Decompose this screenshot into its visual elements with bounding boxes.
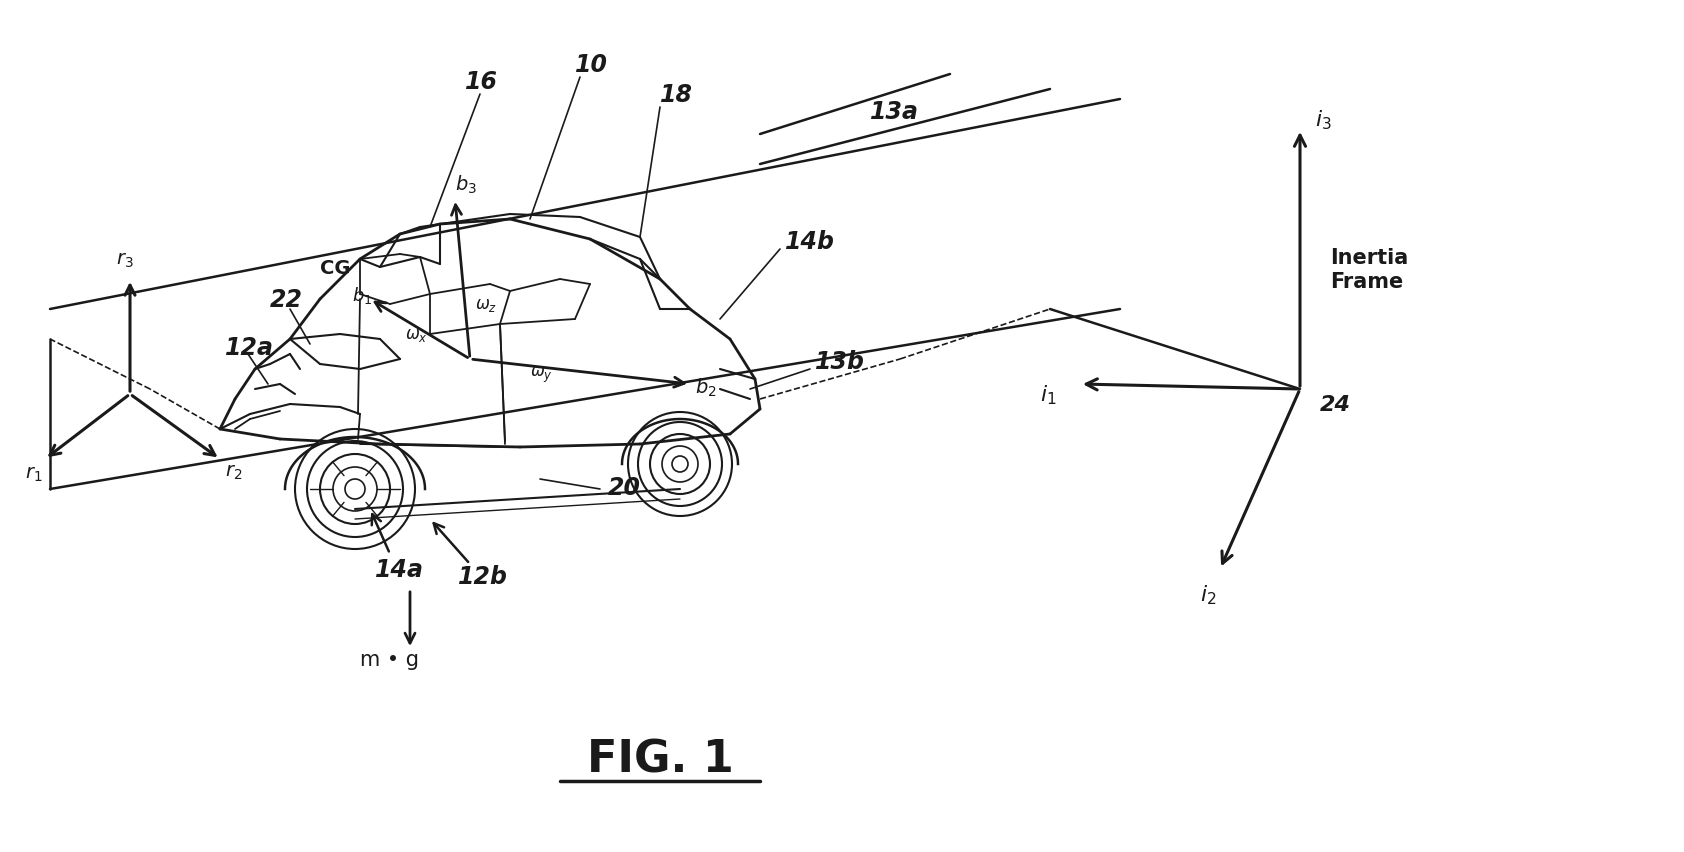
Text: $\omega_z$: $\omega_z$ — [475, 296, 497, 314]
Text: $i_2$: $i_2$ — [1201, 583, 1216, 606]
Text: 10: 10 — [574, 53, 608, 77]
Text: m • g: m • g — [360, 649, 419, 669]
Text: 14a: 14a — [376, 557, 424, 581]
Text: $i_1$: $i_1$ — [1041, 383, 1056, 406]
Text: $\omega_x$: $\omega_x$ — [404, 325, 428, 343]
Text: $b_1$: $b_1$ — [352, 285, 372, 305]
Text: 12a: 12a — [226, 336, 274, 360]
Text: CG: CG — [320, 258, 350, 277]
Text: 12b: 12b — [458, 564, 509, 589]
Text: $b_3$: $b_3$ — [455, 174, 477, 196]
Text: 18: 18 — [660, 83, 694, 106]
Text: 20: 20 — [608, 475, 642, 499]
Text: 13b: 13b — [815, 349, 866, 373]
Text: $r_3$: $r_3$ — [116, 250, 133, 269]
Text: Inertia
Frame: Inertia Frame — [1330, 248, 1408, 291]
Text: FIG. 1: FIG. 1 — [586, 738, 734, 780]
Text: $b_2$: $b_2$ — [695, 377, 717, 399]
Text: 22: 22 — [269, 288, 303, 312]
Text: 14b: 14b — [785, 230, 835, 254]
Text: $i_3$: $i_3$ — [1315, 108, 1332, 132]
Text: $r_1$: $r_1$ — [25, 465, 42, 484]
Text: 16: 16 — [465, 70, 498, 94]
Text: $\omega_y$: $\omega_y$ — [530, 365, 552, 384]
Text: 13a: 13a — [871, 100, 919, 124]
Text: $r_2$: $r_2$ — [226, 463, 242, 482]
Text: 24: 24 — [1320, 394, 1351, 415]
